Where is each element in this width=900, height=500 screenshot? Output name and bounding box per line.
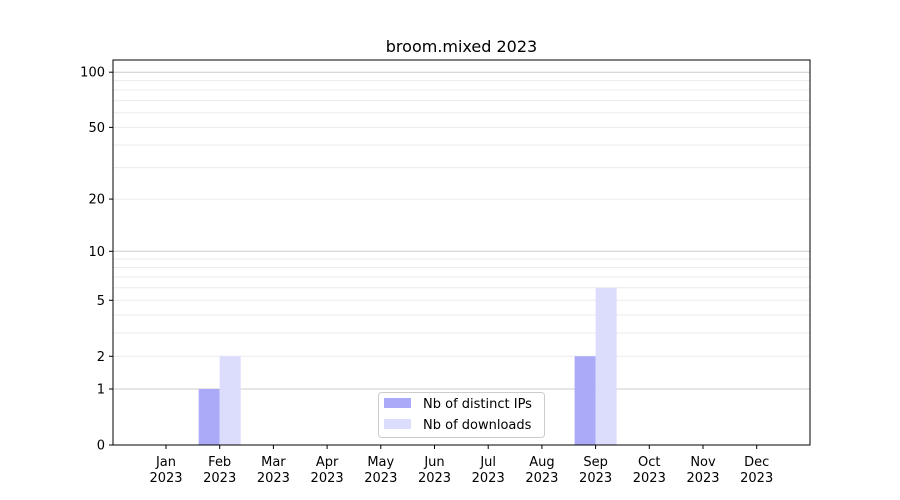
x-tick-label: Dec 2023 (740, 455, 773, 486)
x-tick-label: Jul 2023 (472, 455, 505, 486)
x-tick-label: Jun 2023 (418, 455, 451, 486)
y-tick-label: 2 (97, 350, 105, 365)
bar-downloads (595, 287, 617, 445)
x-tick-label: Aug 2023 (525, 455, 558, 486)
y-tick-label: 10 (88, 245, 105, 260)
x-tick-label: Sep 2023 (579, 455, 612, 486)
y-tick-label: 20 (88, 193, 105, 208)
y-tick-label: 50 (88, 121, 105, 136)
legend: Nb of distinct IPs Nb of downloads (378, 392, 545, 438)
legend-swatch (384, 398, 411, 408)
y-tick-label: 1 (97, 383, 105, 398)
y-tick-label: 5 (97, 294, 105, 309)
x-tick-label: Nov 2023 (686, 455, 719, 486)
x-tick-label: Oct 2023 (633, 455, 666, 486)
x-tick-label: Feb 2023 (203, 455, 236, 486)
legend-label: Nb of downloads (423, 418, 532, 433)
y-tick-label: 0 (97, 439, 105, 454)
legend-label: Nb of distinct IPs (423, 397, 532, 412)
legend-box (378, 392, 545, 438)
bar-distinct-ips (198, 389, 220, 445)
x-tick-label: Jan 2023 (149, 455, 182, 486)
chart-title: broom.mixed 2023 (386, 37, 537, 56)
x-tick-label: May 2023 (364, 455, 397, 486)
x-tick-label: Apr 2023 (311, 455, 344, 486)
legend-swatch (384, 419, 411, 429)
x-tick-label: Mar 2023 (257, 455, 290, 486)
plot-frame (112, 59, 811, 446)
bar-distinct-ips (574, 356, 596, 445)
bar-downloads (219, 356, 241, 445)
y-tick-label: 100 (80, 66, 105, 81)
